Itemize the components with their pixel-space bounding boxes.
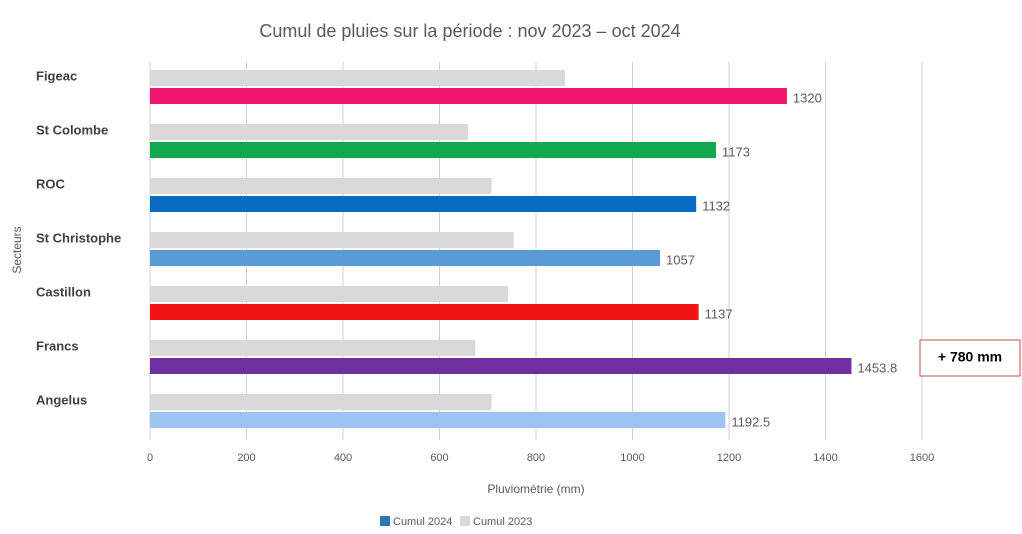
data-label: 1192.5 bbox=[731, 414, 770, 429]
bar bbox=[150, 124, 468, 140]
y-tick-label: St Colombe bbox=[36, 122, 108, 137]
y-tick-label: Angelus bbox=[36, 392, 87, 407]
data-label: 1453.8 bbox=[857, 360, 897, 375]
bar bbox=[150, 412, 726, 428]
chart-title: Cumul de pluies sur la période : nov 202… bbox=[259, 21, 680, 41]
y-tick-label: Castillon bbox=[36, 284, 91, 299]
y-tick-label: ROC bbox=[36, 176, 66, 191]
annotation-box bbox=[919, 339, 1021, 377]
x-tick-label: 200 bbox=[237, 452, 255, 464]
x-tick-label: 600 bbox=[430, 452, 448, 464]
y-axis-label: Secteurs bbox=[10, 226, 24, 273]
data-label: 1320 bbox=[793, 90, 822, 105]
bar bbox=[150, 250, 661, 266]
bar bbox=[150, 286, 509, 302]
y-tick-label: Figeac bbox=[36, 68, 77, 83]
bar bbox=[150, 178, 492, 194]
x-tick-label: 400 bbox=[334, 452, 352, 464]
legend-label: Cumul 2023 bbox=[473, 516, 532, 528]
x-tick-label: 1200 bbox=[717, 452, 741, 464]
y-tick-label: St Christophe bbox=[36, 230, 121, 245]
x-tick-label: 1000 bbox=[620, 452, 644, 464]
bar bbox=[150, 358, 852, 374]
x-tick-label: 800 bbox=[527, 452, 545, 464]
x-axis-label: Pluviométrie (mm) bbox=[487, 482, 584, 496]
bar bbox=[150, 196, 697, 212]
bar bbox=[150, 232, 514, 248]
legend-swatch bbox=[380, 516, 390, 526]
legend-swatch bbox=[460, 516, 470, 526]
bar bbox=[150, 142, 716, 158]
data-label: 1132 bbox=[702, 198, 730, 213]
annotation: + 780 mm bbox=[938, 349, 1002, 365]
y-tick-label: Francs bbox=[36, 338, 79, 353]
data-label: 1173 bbox=[722, 144, 750, 159]
x-tick-label: 1400 bbox=[813, 452, 837, 464]
bar bbox=[150, 304, 699, 320]
legend-label: Cumul 2024 bbox=[393, 516, 452, 528]
bar bbox=[150, 88, 787, 104]
bar bbox=[150, 394, 492, 410]
x-tick-label: 0 bbox=[147, 452, 153, 464]
data-label: 1057 bbox=[666, 252, 695, 267]
bar bbox=[150, 340, 476, 356]
data-label: 1137 bbox=[705, 306, 733, 321]
bar bbox=[150, 70, 565, 86]
x-tick-label: 1600 bbox=[910, 452, 934, 464]
